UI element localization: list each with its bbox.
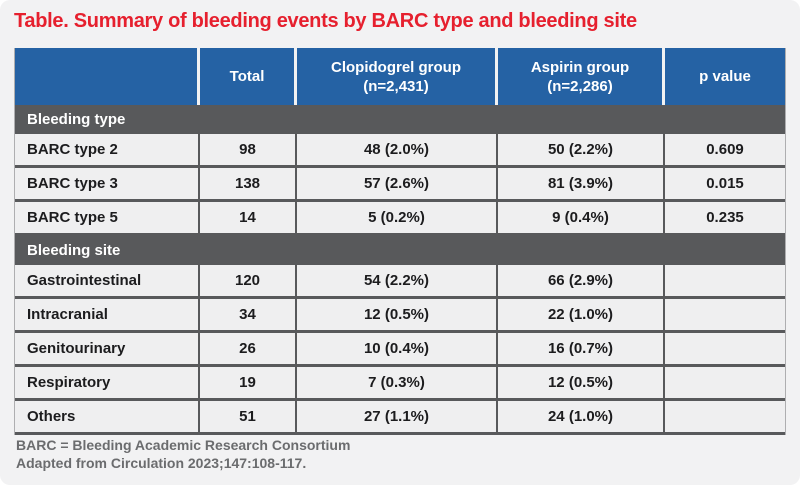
cell-total: 138 bbox=[200, 168, 297, 199]
cell-aspirin: 24 (1.0%) bbox=[498, 401, 665, 432]
cell-clopidogrel: 7 (0.3%) bbox=[297, 367, 498, 398]
cell-pvalue bbox=[665, 401, 785, 432]
section-band-bleeding-type: Bleeding type bbox=[15, 105, 785, 134]
header-cell-empty bbox=[15, 48, 200, 105]
header-cell-pvalue: p value bbox=[699, 68, 751, 85]
table-row: Gastrointestinal 120 54 (2.2%) 66 (2.9%) bbox=[15, 265, 785, 299]
header-clopidogrel-line1: Clopidogrel group bbox=[331, 58, 461, 76]
row-label: Others bbox=[15, 401, 200, 432]
row-label: Intracranial bbox=[15, 299, 200, 330]
cell-pvalue: 0.015 bbox=[706, 175, 744, 192]
cell-clopidogrel: 27 (1.1%) bbox=[297, 401, 498, 432]
footnote-line-citation: Adapted from Circulation 2023;147:108-11… bbox=[16, 455, 307, 471]
header-aspirin-line1: Aspirin group bbox=[530, 58, 630, 76]
header-aspirin-line2: (n=2,286) bbox=[547, 77, 613, 95]
cell-clopidogrel: 54 (2.2%) bbox=[297, 265, 498, 296]
cell-clopidogrel: 48 (2.0%) bbox=[297, 134, 498, 165]
table-header-row: Total Clopidogrel group (n=2,431) Aspiri… bbox=[15, 48, 785, 105]
cell-total: 51 bbox=[200, 401, 297, 432]
cell-aspirin: 81 (3.9%) bbox=[498, 168, 665, 199]
cell-pvalue bbox=[665, 299, 785, 330]
row-label: Gastrointestinal bbox=[15, 265, 200, 296]
row-label: BARC type 2 bbox=[15, 134, 200, 165]
cell-aspirin: 16 (0.7%) bbox=[498, 333, 665, 364]
cell-clopidogrel: 57 (2.6%) bbox=[297, 168, 498, 199]
header-clopidogrel-line2: (n=2,431) bbox=[363, 77, 429, 95]
table-title: Table. Summary of bleeding events by BAR… bbox=[14, 10, 637, 32]
cell-clopidogrel: 5 (0.2%) bbox=[297, 202, 498, 233]
header-cell-clopidogrel: Clopidogrel group (n=2,431) bbox=[297, 48, 498, 105]
cell-pvalue bbox=[665, 367, 785, 398]
table-row: Others 51 27 (1.1%) 24 (1.0%) bbox=[15, 401, 785, 435]
section-band-bleeding-site: Bleeding site bbox=[15, 236, 785, 265]
cell-total: 34 bbox=[200, 299, 297, 330]
row-label: BARC type 3 bbox=[15, 168, 200, 199]
table-row: Respiratory 19 7 (0.3%) 12 (0.5%) bbox=[15, 367, 785, 401]
header-cell-aspirin: Aspirin group (n=2,286) bbox=[498, 48, 665, 105]
table-row: Genitourinary 26 10 (0.4%) 16 (0.7%) bbox=[15, 333, 785, 367]
footnote-line-abbreviation: BARC = Bleeding Academic Research Consor… bbox=[16, 437, 351, 453]
row-label: Respiratory bbox=[15, 367, 200, 398]
row-label: Genitourinary bbox=[15, 333, 200, 364]
cell-aspirin: 66 (2.9%) bbox=[498, 265, 665, 296]
table-row: BARC type 3 138 57 (2.6%) 81 (3.9%) 0.01… bbox=[15, 168, 785, 202]
summary-table: Total Clopidogrel group (n=2,431) Aspiri… bbox=[14, 48, 786, 435]
cell-aspirin: 9 (0.4%) bbox=[498, 202, 665, 233]
cell-aspirin: 22 (1.0%) bbox=[498, 299, 665, 330]
cell-pvalue bbox=[665, 333, 785, 364]
cell-pvalue bbox=[665, 265, 785, 296]
cell-clopidogrel: 10 (0.4%) bbox=[297, 333, 498, 364]
cell-aspirin: 12 (0.5%) bbox=[498, 367, 665, 398]
table-row: BARC type 5 14 5 (0.2%) 9 (0.4%) 0.235 bbox=[15, 202, 785, 236]
cell-total: 26 bbox=[200, 333, 297, 364]
table-row: BARC type 2 98 48 (2.0%) 50 (2.2%) 0.609 bbox=[15, 134, 785, 168]
cell-total: 120 bbox=[200, 265, 297, 296]
header-cell-total: Total bbox=[200, 48, 297, 105]
cell-total: 14 bbox=[200, 202, 297, 233]
row-label: BARC type 5 bbox=[15, 202, 200, 233]
cell-clopidogrel: 12 (0.5%) bbox=[297, 299, 498, 330]
cell-total: 19 bbox=[200, 367, 297, 398]
table-row: Intracranial 34 12 (0.5%) 22 (1.0%) bbox=[15, 299, 785, 333]
cell-total: 98 bbox=[200, 134, 297, 165]
cell-aspirin: 50 (2.2%) bbox=[498, 134, 665, 165]
cell-pvalue: 0.235 bbox=[706, 209, 744, 226]
cell-pvalue: 0.609 bbox=[706, 141, 744, 158]
footnote: BARC = Bleeding Academic Research Consor… bbox=[16, 436, 350, 472]
